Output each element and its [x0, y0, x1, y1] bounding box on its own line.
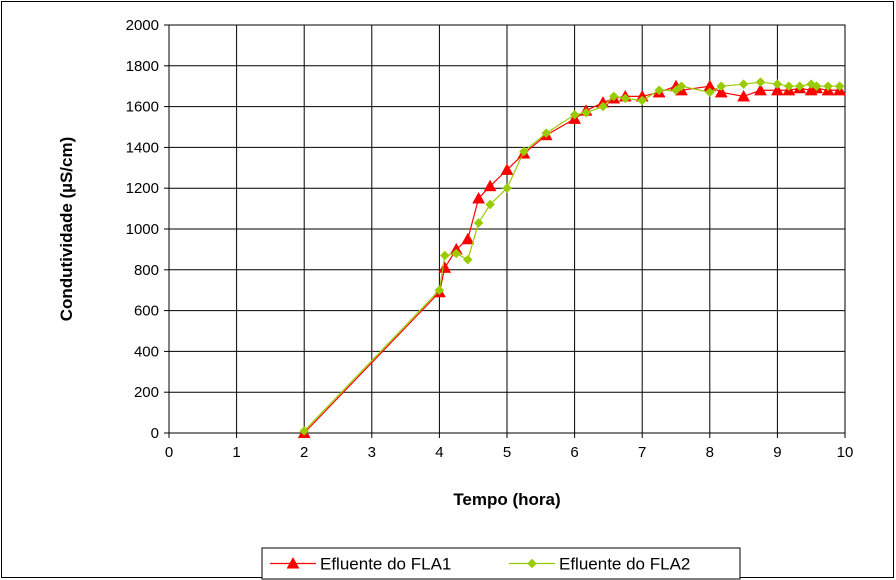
- x-tick-label: 8: [706, 444, 714, 461]
- legend-entry: Efluente do FLA2: [509, 555, 690, 574]
- data-point-diamond: [581, 107, 591, 118]
- y-axis-title: Condutividade (µS/cm): [57, 137, 76, 322]
- data-point-diamond: [473, 218, 484, 228]
- data-point-diamond: [811, 81, 822, 92]
- data-point-diamond: [608, 91, 619, 102]
- legend-label: Efluente do FLA1: [320, 555, 451, 574]
- data-point-diamond: [784, 81, 794, 92]
- series-1: [297, 79, 847, 439]
- series-line: [303, 81, 840, 432]
- data-point-diamond: [794, 81, 805, 92]
- data-point-diamond: [637, 95, 648, 106]
- y-axis-ticks: 0 200 400 600 800 1000 1200 1400 1600 1800 2000: [126, 17, 169, 442]
- legend-box: [261, 547, 741, 580]
- data-point-triangle: [737, 89, 751, 102]
- x-tick-label: 6: [570, 444, 578, 461]
- data-point-diamond: [485, 199, 495, 210]
- y-tick-label: 200: [134, 384, 159, 401]
- data-point-triangle: [472, 191, 486, 204]
- legend: Efluente do FLA1 Efluente do FLA2: [261, 547, 741, 580]
- legend-marker: [527, 558, 537, 569]
- x-tick-label: 3: [368, 444, 376, 461]
- data-point-diamond: [541, 128, 552, 138]
- data-point-diamond: [434, 285, 445, 296]
- data-point-diamond: [519, 146, 529, 157]
- data-point-triangle: [483, 179, 497, 192]
- data-point-diamond: [502, 183, 512, 194]
- data-point-diamond: [299, 426, 310, 436]
- data-point-diamond: [439, 250, 450, 261]
- data-point-diamond: [704, 87, 715, 98]
- x-tick-label: 2: [300, 444, 308, 461]
- y-tick-label: 0: [151, 425, 159, 442]
- y-tick-label: 600: [134, 303, 159, 320]
- x-tick-label: 10: [837, 444, 854, 461]
- y-tick-label: 1200: [126, 180, 159, 197]
- x-tick-label: 9: [773, 444, 781, 461]
- series-line: [303, 85, 840, 434]
- data-point-diamond: [834, 81, 845, 92]
- data-point-triangle: [770, 83, 784, 96]
- data-point-diamond: [462, 254, 473, 265]
- x-tick-label: 5: [503, 444, 511, 461]
- y-tick-label: 2000: [126, 17, 159, 34]
- x-tick-label: 4: [435, 444, 443, 461]
- y-tick-label: 1600: [126, 99, 159, 116]
- data-point-triangle: [714, 85, 728, 98]
- data-point-diamond: [451, 248, 462, 259]
- data-point-triangle: [438, 261, 452, 273]
- data-point-diamond: [738, 79, 749, 90]
- data-point-diamond: [716, 81, 727, 92]
- legend-entry: Efluente do FLA1: [270, 555, 451, 574]
- x-tick-label: 7: [638, 444, 646, 461]
- data-point-diamond: [671, 85, 681, 96]
- x-axis-title: Tempo (hora): [453, 490, 560, 509]
- data-point-diamond: [823, 81, 833, 92]
- data-point-triangle: [500, 163, 514, 175]
- y-tick-label: 1400: [126, 139, 159, 156]
- data-point-diamond: [755, 77, 766, 87]
- data-point-diamond: [654, 85, 664, 96]
- legend-marker: [286, 556, 300, 569]
- data-point-diamond: [569, 109, 580, 120]
- legend-label: Efluente do FLA2: [559, 555, 690, 574]
- y-tick-label: 1800: [126, 58, 159, 75]
- x-tick-label: 0: [165, 444, 173, 461]
- data-point-triangle: [754, 83, 767, 96]
- data-point-triangle: [461, 232, 475, 245]
- series-2: [299, 77, 845, 436]
- x-axis-ticks: 0 1 2 3 4 5 6 7 8 9 10: [165, 433, 854, 461]
- y-tick-label: 800: [134, 262, 159, 279]
- data-point-diamond: [772, 79, 783, 90]
- series-group: [297, 77, 847, 439]
- y-tick-label: 1000: [126, 221, 159, 238]
- data-point-diamond: [676, 81, 687, 92]
- data-point-diamond: [598, 101, 608, 112]
- data-point-diamond: [620, 93, 631, 104]
- y-tick-label: 400: [134, 343, 159, 360]
- x-tick-label: 1: [232, 444, 240, 461]
